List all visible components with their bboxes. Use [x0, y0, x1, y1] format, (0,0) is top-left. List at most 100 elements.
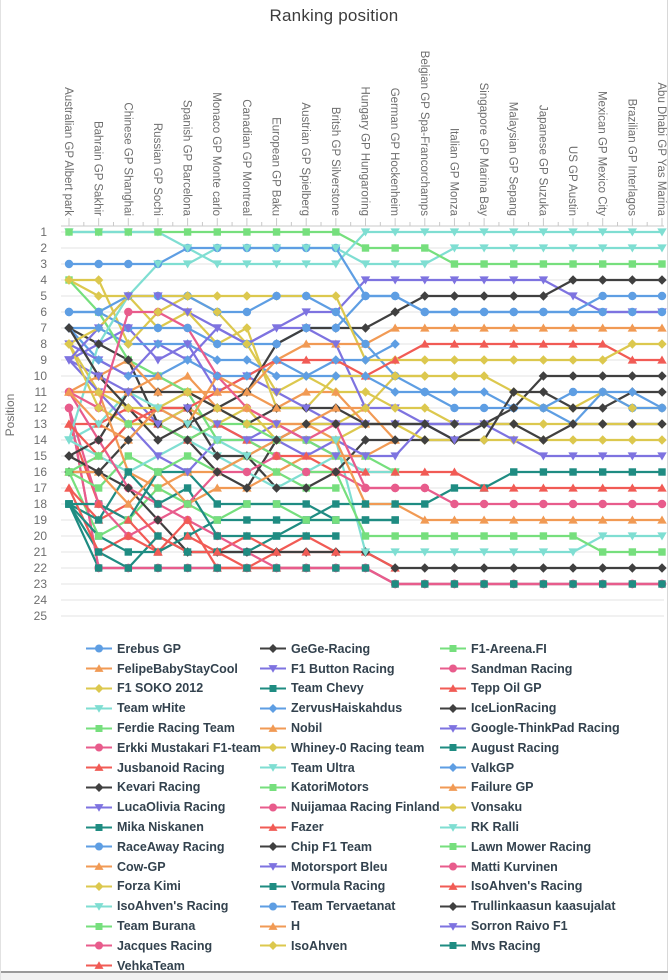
data-point[interactable]: [123, 403, 133, 413]
data-point[interactable]: [390, 563, 400, 573]
data-point[interactable]: [94, 516, 103, 524]
data-point[interactable]: [272, 516, 281, 524]
data-point[interactable]: [301, 483, 311, 493]
data-point[interactable]: [272, 532, 281, 540]
data-point[interactable]: [64, 307, 74, 317]
data-point[interactable]: [212, 355, 222, 365]
data-point[interactable]: [420, 339, 430, 348]
data-point[interactable]: [568, 275, 578, 285]
series-line[interactable]: [67, 278, 664, 362]
data-point[interactable]: [391, 580, 399, 588]
data-point[interactable]: [212, 371, 222, 381]
data-point[interactable]: [242, 483, 252, 493]
data-point[interactable]: [449, 371, 460, 381]
data-point[interactable]: [212, 436, 222, 445]
data-point[interactable]: [449, 467, 460, 476]
data-point[interactable]: [93, 420, 104, 429]
window-bottom-scrollbar[interactable]: [1, 971, 668, 980]
data-point[interactable]: [390, 291, 400, 301]
data-point[interactable]: [657, 307, 667, 317]
data-point[interactable]: [509, 403, 519, 413]
data-point[interactable]: [420, 419, 430, 429]
data-point[interactable]: [212, 403, 222, 413]
data-point[interactable]: [242, 244, 252, 253]
legend-item[interactable]: Fazer: [260, 817, 440, 837]
data-point[interactable]: [539, 260, 548, 268]
legend-item[interactable]: Vonsaku: [440, 797, 620, 817]
series-line[interactable]: [67, 406, 664, 586]
legend-item[interactable]: IsoAhven's Racing: [86, 896, 261, 916]
legend-item[interactable]: Team Chevy: [260, 679, 440, 699]
data-point[interactable]: [331, 419, 341, 429]
data-point[interactable]: [183, 228, 192, 236]
data-point[interactable]: [420, 563, 430, 573]
data-point[interactable]: [420, 403, 430, 413]
legend-item[interactable]: Lawn Mower Racing: [440, 837, 620, 857]
data-point[interactable]: [182, 404, 193, 413]
data-point[interactable]: [449, 339, 460, 348]
data-point[interactable]: [510, 468, 518, 476]
data-point[interactable]: [510, 580, 518, 588]
data-point[interactable]: [271, 420, 282, 429]
data-point[interactable]: [301, 419, 311, 429]
data-point[interactable]: [390, 228, 400, 237]
data-point[interactable]: [628, 307, 637, 317]
data-point[interactable]: [568, 371, 578, 381]
data-point[interactable]: [538, 452, 549, 461]
legend-item[interactable]: Failure GP: [440, 778, 620, 798]
data-point[interactable]: [182, 468, 193, 477]
data-point[interactable]: [390, 371, 400, 381]
data-point[interactable]: [153, 339, 163, 349]
data-point[interactable]: [361, 483, 370, 493]
data-point[interactable]: [242, 403, 252, 412]
data-point[interactable]: [509, 548, 519, 557]
data-point[interactable]: [538, 419, 549, 429]
data-point[interactable]: [64, 436, 74, 445]
data-point[interactable]: [538, 483, 549, 492]
legend-item[interactable]: GeGe-Racing: [260, 639, 440, 659]
data-point[interactable]: [64, 339, 74, 349]
data-point[interactable]: [360, 435, 371, 445]
data-point[interactable]: [182, 371, 193, 380]
data-point[interactable]: [153, 356, 163, 365]
data-point[interactable]: [479, 244, 489, 253]
series-line[interactable]: [67, 278, 664, 426]
data-point[interactable]: [509, 515, 519, 524]
data-point[interactable]: [124, 228, 132, 236]
data-point[interactable]: [420, 515, 430, 524]
data-point[interactable]: [421, 500, 429, 508]
data-point[interactable]: [657, 403, 667, 413]
data-point[interactable]: [64, 387, 74, 396]
data-point[interactable]: [390, 323, 400, 332]
data-point[interactable]: [421, 580, 429, 588]
data-point[interactable]: [539, 468, 548, 476]
data-point[interactable]: [182, 355, 193, 365]
data-point[interactable]: [658, 468, 666, 476]
data-point[interactable]: [450, 499, 459, 509]
data-point[interactable]: [213, 228, 221, 236]
data-point[interactable]: [391, 244, 399, 252]
legend-item[interactable]: Whiney-0 Racing team: [260, 738, 440, 758]
data-point[interactable]: [420, 387, 430, 397]
data-point[interactable]: [182, 531, 193, 540]
data-point[interactable]: [301, 387, 311, 396]
data-point[interactable]: [94, 307, 103, 317]
data-point[interactable]: [421, 244, 429, 252]
data-point[interactable]: [449, 228, 460, 237]
data-point[interactable]: [154, 228, 162, 236]
data-point[interactable]: [64, 259, 74, 269]
legend-item[interactable]: Jusbanoid Racing: [86, 758, 261, 778]
data-point[interactable]: [598, 339, 608, 348]
data-point[interactable]: [93, 499, 104, 508]
data-point[interactable]: [449, 244, 460, 253]
data-point[interactable]: [212, 324, 222, 333]
data-point[interactable]: [538, 371, 549, 381]
data-point[interactable]: [627, 323, 638, 332]
data-point[interactable]: [360, 452, 371, 461]
data-point[interactable]: [183, 564, 192, 572]
data-point[interactable]: [420, 260, 430, 269]
data-point[interactable]: [449, 515, 460, 524]
data-point[interactable]: [360, 228, 371, 237]
data-point[interactable]: [360, 276, 371, 285]
data-point[interactable]: [598, 244, 608, 253]
